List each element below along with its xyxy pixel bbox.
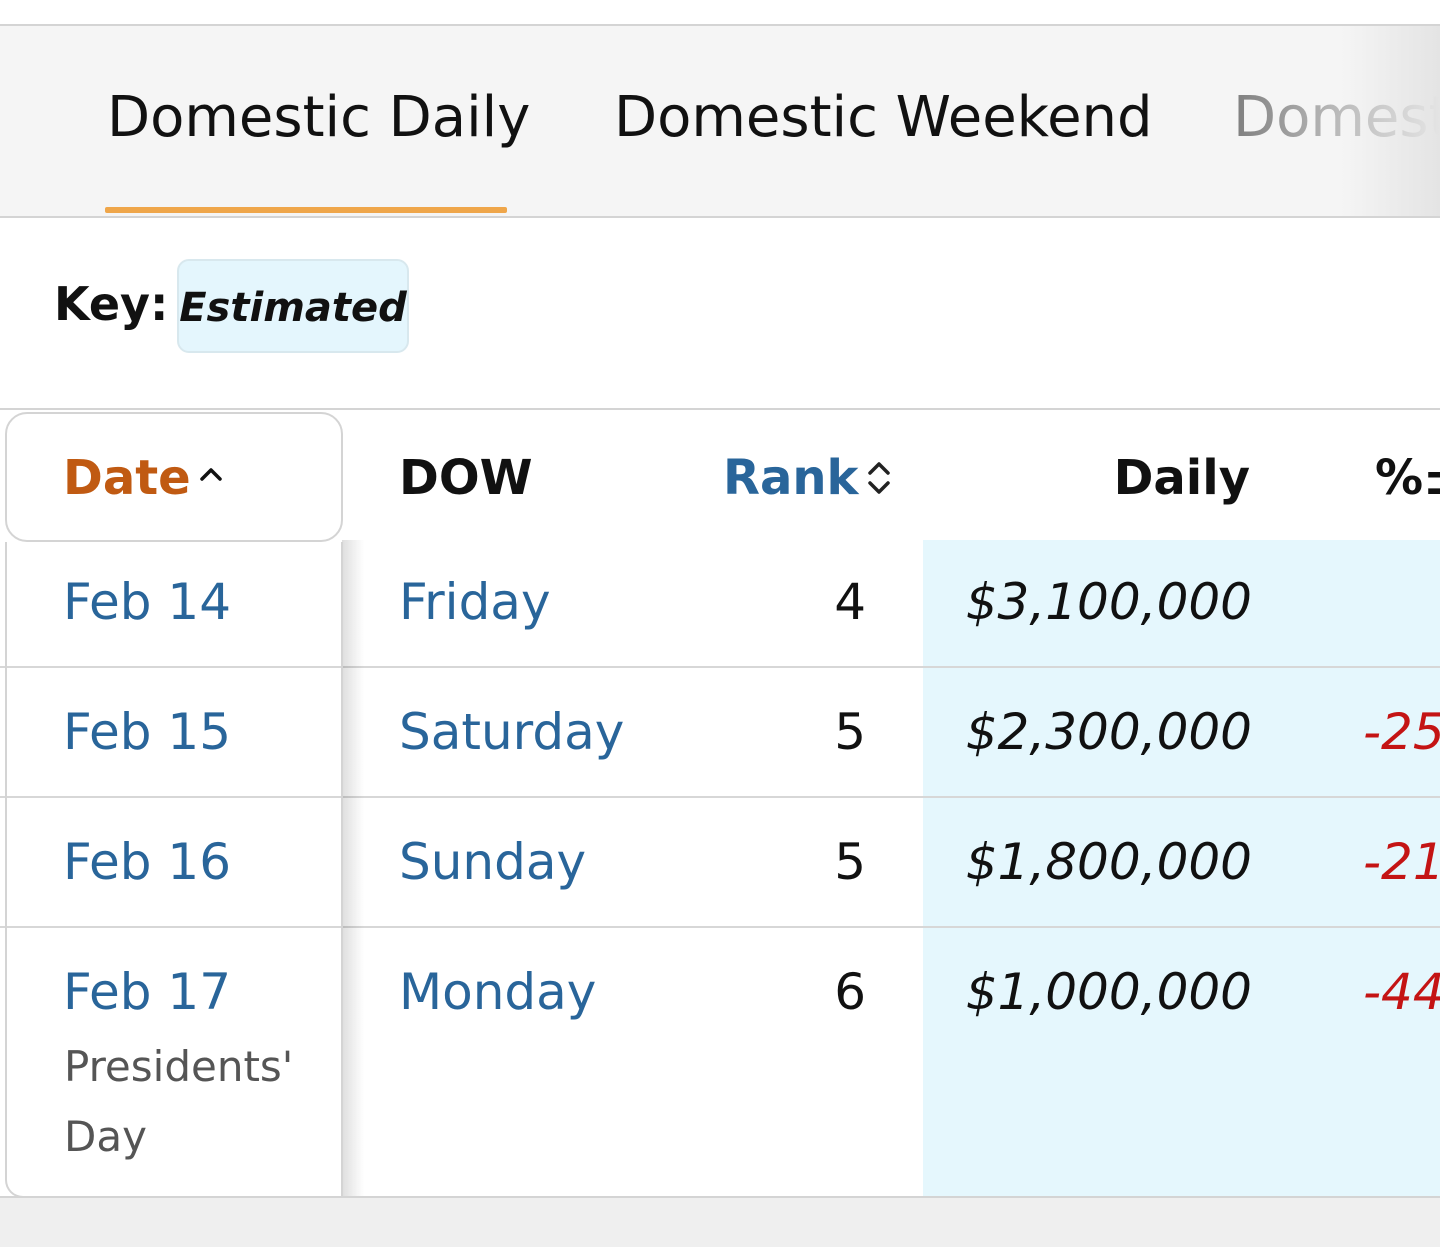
estimated-badge-label: Estimated: [179, 285, 407, 331]
chevron-up-icon[interactable]: [198, 462, 224, 486]
date-link[interactable]: Feb 14: [63, 573, 232, 631]
rank-column-header[interactable]: Rank: [723, 450, 859, 506]
tab-bar: Domestic Daily Domestic Weekend Domesti: [0, 24, 1440, 218]
daily-gross: $3,100,000: [965, 573, 1252, 631]
dow-link[interactable]: Friday: [399, 573, 551, 631]
rank-value: 5: [834, 703, 866, 761]
dow-link[interactable]: Monday: [399, 963, 597, 1021]
holiday-note-line-2: Day: [64, 1112, 147, 1161]
date-link[interactable]: Feb 16: [63, 833, 232, 891]
pct-change-column-header: %±: [1375, 450, 1440, 506]
sticky-column-shadow: [342, 540, 364, 1196]
date-header-cell: [5, 412, 343, 542]
dow-column-header: DOW: [399, 450, 533, 506]
key-label: Key:: [54, 277, 169, 331]
rank-value: 4: [834, 573, 866, 631]
dow-link[interactable]: Saturday: [399, 703, 625, 761]
pct-change: -25: [1363, 703, 1440, 761]
rank-value: 5: [834, 833, 866, 891]
daily-gross: $1,000,000: [965, 963, 1252, 1021]
date-header-label: Date: [63, 450, 191, 506]
daily-column-header: Daily: [1113, 450, 1250, 506]
tab-domestic-weekend[interactable]: Domestic Weekend: [614, 85, 1153, 150]
rank-value: 6: [834, 963, 866, 1021]
daily-gross: $1,800,000: [965, 833, 1252, 891]
dow-link[interactable]: Sunday: [399, 833, 587, 891]
date-column: [5, 542, 343, 1196]
date-column-header[interactable]: Date: [63, 450, 191, 506]
estimated-column-highlight: [923, 540, 1440, 1196]
row-divider: [0, 666, 1440, 668]
tab-domestic-partial[interactable]: Domesti: [1233, 85, 1440, 150]
row-divider: [0, 926, 1440, 928]
daily-gross: $2,300,000: [965, 703, 1252, 761]
row-divider: [0, 796, 1440, 798]
sort-updown-icon[interactable]: [864, 456, 894, 500]
pct-change: -44: [1363, 963, 1440, 1021]
bottom-bar: [0, 1198, 1440, 1247]
tab-domestic-daily[interactable]: Domestic Daily: [107, 85, 531, 150]
pct-change: -21: [1363, 833, 1440, 891]
date-link[interactable]: Feb 17: [63, 963, 232, 1021]
daily-table: Date DOW Rank Daily %± Feb 14 Friday 4 $…: [0, 408, 1440, 1198]
date-link[interactable]: Feb 15: [63, 703, 232, 761]
active-tab-indicator: [105, 207, 507, 213]
estimated-badge: Estimated: [177, 259, 409, 353]
holiday-note-line-1: Presidents': [64, 1042, 294, 1091]
